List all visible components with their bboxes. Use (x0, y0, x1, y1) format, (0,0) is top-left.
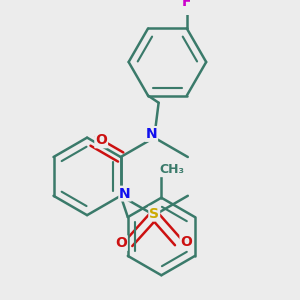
Text: N: N (119, 187, 131, 201)
Text: S: S (149, 207, 159, 221)
Text: O: O (180, 235, 192, 249)
Text: O: O (95, 134, 107, 147)
Text: O: O (115, 236, 127, 250)
Text: F: F (182, 0, 191, 9)
Text: CH₃: CH₃ (160, 163, 185, 176)
Text: N: N (146, 127, 157, 141)
